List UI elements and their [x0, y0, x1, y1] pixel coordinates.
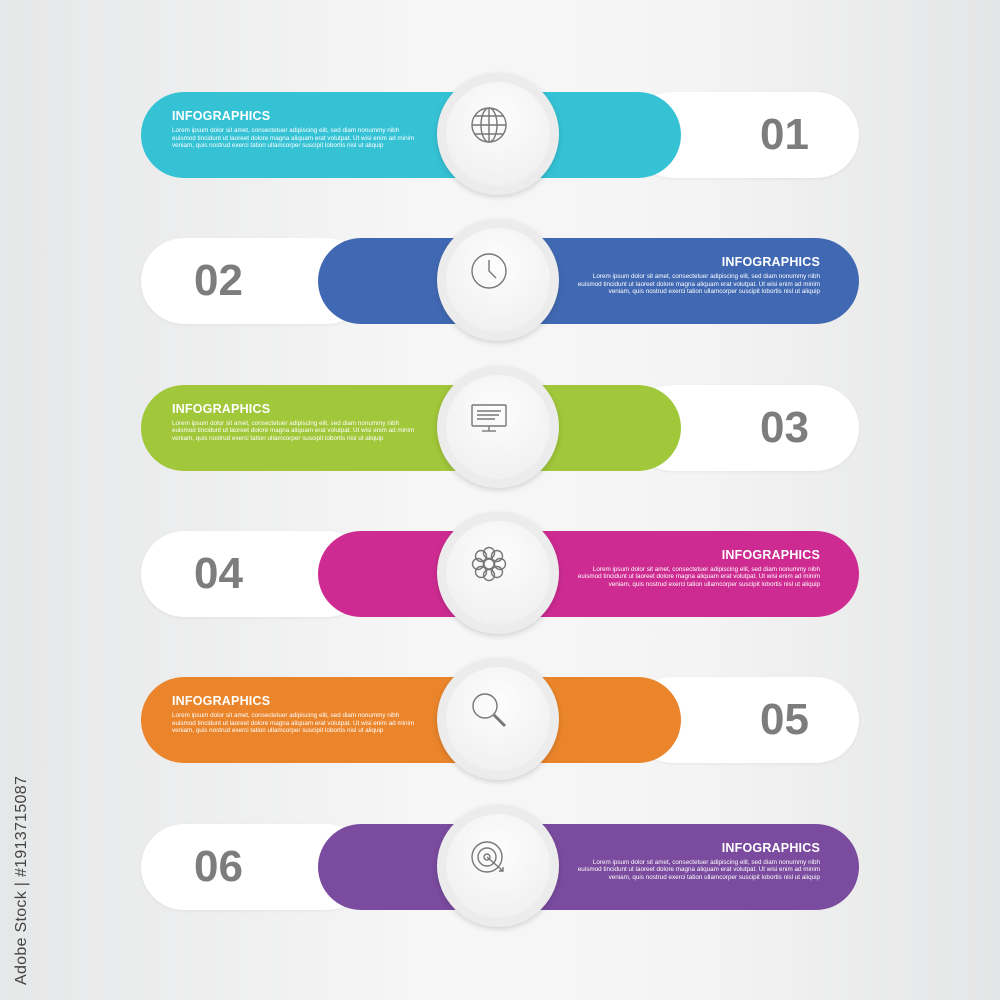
step-text: INFOGRAPHICS Lorem ipsum dolor sit amet,…: [575, 255, 820, 296]
step-number: 03: [760, 402, 809, 452]
step-text: INFOGRAPHICS Lorem ipsum dolor sit amet,…: [575, 841, 820, 882]
step-number: 05: [760, 695, 809, 745]
step-title: INFOGRAPHICS: [172, 694, 271, 709]
step-title: INFOGRAPHICS: [721, 255, 820, 270]
monitor-icon: [471, 403, 507, 432]
step-row: 03 INFOGRAPHICS Lorem ipsum dolor sit am…: [0, 365, 1000, 488]
color-bar: [318, 530, 859, 617]
step-title: INFOGRAPHICS: [172, 401, 271, 416]
stock-id-label: Adobe Stock | #1913715087: [13, 775, 30, 985]
step-title: INFOGRAPHICS: [721, 547, 820, 562]
step-row: 04 INFOGRAPHICS Lorem ipsum dolor sit am…: [0, 511, 1000, 634]
color-bar: [141, 92, 681, 178]
step-body: Lorem ipsum dolor sit amet, consectetuer…: [577, 858, 820, 881]
icon-circle: [437, 804, 559, 927]
step-row: 01 INFOGRAPHICS Lorem ipsum dolor sit am…: [0, 73, 1000, 195]
step-row: 02 INFOGRAPHICS Lorem ipsum dolor sit am…: [0, 219, 1000, 342]
step-number: 01: [760, 110, 809, 159]
step-title: INFOGRAPHICS: [721, 840, 820, 855]
icon-circle: [437, 219, 559, 342]
flower-icon: [471, 546, 507, 582]
color-bar: [318, 823, 859, 910]
color-bar: [141, 384, 681, 471]
step-number: 04: [194, 548, 243, 598]
step-text: INFOGRAPHICS Lorem ipsum dolor sit amet,…: [172, 694, 417, 735]
step-row: 05 INFOGRAPHICS Lorem ipsum dolor sit am…: [0, 658, 1000, 781]
icon-circle: [437, 658, 559, 781]
step-text: INFOGRAPHICS Lorem ipsum dolor sit amet,…: [172, 109, 417, 150]
search-icon: [472, 693, 507, 728]
icon-circle: [437, 511, 559, 634]
icon-circle: [437, 73, 559, 195]
globe-icon: [471, 107, 507, 143]
step-number: 02: [194, 256, 243, 306]
step-body: Lorem ipsum dolor sit amet, consectetuer…: [577, 273, 820, 296]
step-number: 06: [194, 841, 243, 891]
step-body: Lorem ipsum dolor sit amet, consectetuer…: [172, 712, 415, 735]
clock-icon: [471, 253, 507, 289]
step-title: INFOGRAPHICS: [172, 109, 271, 123]
step-row: 06 INFOGRAPHICS Lorem ipsum dolor sit am…: [0, 804, 1000, 927]
step-body: Lorem ipsum dolor sit amet, consectetuer…: [172, 127, 415, 150]
target-icon: [471, 840, 504, 873]
step-body: Lorem ipsum dolor sit amet, consectetuer…: [577, 565, 820, 589]
icon-circle: [437, 365, 559, 488]
step-text: INFOGRAPHICS Lorem ipsum dolor sit amet,…: [575, 548, 820, 589]
color-bar: [318, 238, 859, 325]
color-bar: [141, 677, 681, 764]
step-body: Lorem ipsum dolor sit amet, consectetuer…: [172, 419, 415, 442]
step-text: INFOGRAPHICS Lorem ipsum dolor sit amet,…: [172, 402, 417, 443]
